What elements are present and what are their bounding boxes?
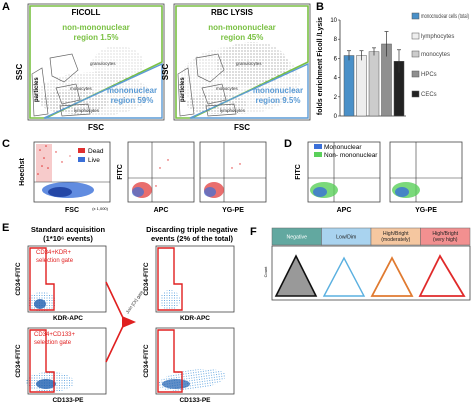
monocytes-label: monocytes bbox=[70, 86, 93, 91]
legend-label: monocytes bbox=[421, 52, 450, 58]
bar bbox=[356, 55, 367, 117]
panel-c-letter: C bbox=[2, 138, 10, 150]
bar bbox=[343, 55, 355, 117]
panel-a-left-ylabel: SSC bbox=[15, 64, 24, 81]
panel-a-left-xlabel: FSC bbox=[88, 123, 104, 132]
panel-b-letter: B bbox=[316, 1, 324, 13]
lymphocytes-label: lymphocytes bbox=[74, 108, 100, 113]
panel-c-plot1-xlabel: FSC bbox=[65, 207, 79, 214]
panel-e-right-subtitle: events (2% of the total) bbox=[151, 234, 234, 243]
panel-e-ylabel-bottom: CD34-FITC bbox=[15, 344, 22, 378]
panel-c-plot2-xlabel: APC bbox=[154, 207, 169, 214]
panel-f-ylabel: Count bbox=[263, 266, 268, 278]
panel-e-right-title: Discarding triple negative bbox=[146, 225, 238, 234]
legend-label: HPCs bbox=[421, 72, 437, 78]
histogram-header-label: Low/Dim bbox=[336, 235, 356, 241]
monocytes-label: monocytes bbox=[216, 86, 239, 91]
panel-e-plots: Standard acquisition (1*10⁶ events) Disc… bbox=[15, 225, 238, 404]
panel-c-plot3-xlabel: YG-PE bbox=[222, 207, 244, 214]
granulocytes-label: granulocytes bbox=[90, 61, 116, 66]
panel-c-plot1-ylabel: Hoechst bbox=[19, 158, 26, 186]
panel-b-ylabel: folds enrichment Ficoll /Lysis bbox=[317, 17, 324, 115]
y-tick-label: 6 bbox=[334, 56, 338, 62]
panel-c-plot2-ylabel: FITC bbox=[117, 164, 124, 180]
panel-c-plot1-xmax: (x 1,000) bbox=[92, 206, 108, 211]
panel-e-xlabel-top-right: KDR-APC bbox=[180, 315, 210, 322]
legend-swatch bbox=[411, 70, 420, 78]
panel-f-letter: F bbox=[250, 226, 257, 238]
panel-d-letter: D bbox=[284, 138, 292, 150]
panel-a-left-mono: mononuclear bbox=[107, 86, 157, 95]
panel-e-ylabel-top: CD34-FITC bbox=[15, 262, 22, 296]
particles-label: particles bbox=[180, 77, 186, 102]
panel-a-left-mono-pct: region 59% bbox=[111, 96, 154, 105]
y-tick-label: 0 bbox=[334, 114, 338, 120]
panel-a-right-ylabel: SSC bbox=[161, 64, 170, 81]
mono-gate bbox=[43, 62, 163, 119]
legend-label: monocnuclear cells (total) bbox=[421, 14, 469, 20]
histogram-header bbox=[420, 227, 471, 246]
panel-a-right-mono: mononuclear bbox=[253, 86, 303, 95]
panel-b-chart: folds enrichment Ficoll /Lysis 0 2 4 6 8 10 m… bbox=[317, 12, 469, 120]
legend-mononuclear: Mononuclear bbox=[324, 144, 362, 151]
histogram-header-label: Negative bbox=[287, 235, 308, 241]
panel-a-right-nonmono: non-mononuclear bbox=[208, 23, 276, 32]
legend-label: CECs bbox=[421, 92, 437, 98]
panel-e-left-title: Standard acquisition bbox=[31, 225, 106, 234]
panel-a-left-plot: FICOLL non-mononuclear region 1.5% monon… bbox=[15, 3, 165, 132]
panel-a-letter: A bbox=[2, 1, 10, 13]
lymphocytes-label: lymphocytes bbox=[220, 108, 246, 113]
panel-a-right-mono-pct: region 9.5% bbox=[256, 96, 301, 105]
y-tick-label: 8 bbox=[334, 37, 338, 43]
legend-swatch bbox=[411, 50, 420, 58]
legend-dead: Dead bbox=[88, 148, 104, 155]
histogram-header-label: High/Bright (very high) bbox=[432, 231, 458, 243]
y-tick-label: 4 bbox=[334, 76, 338, 82]
panel-d-plot2-xlabel: YG-PE bbox=[415, 207, 437, 214]
panel-a-left-nonmono-pct: region 1.5% bbox=[74, 33, 119, 42]
panel-a-right-title: RBC LYSIS bbox=[211, 8, 254, 17]
bar bbox=[368, 51, 380, 117]
panel-a-left-title: FICOLL bbox=[72, 8, 101, 17]
legend-non-mononuclear: Non- mononuclear bbox=[324, 152, 378, 159]
legend-swatch bbox=[411, 12, 420, 20]
y-tick-label: 2 bbox=[334, 95, 338, 101]
join-gate-label: Join [Or] gate bbox=[125, 289, 145, 314]
panel-a-left-nonmono: non-mononuclear bbox=[62, 23, 130, 32]
legend-swatch bbox=[411, 90, 420, 98]
panel-e-xlabel-top-left: KDR-APC bbox=[53, 315, 83, 322]
particles-label: particles bbox=[34, 77, 40, 102]
gate2-label: CD34+CD133+ bbox=[34, 332, 76, 338]
granulocytes-label: granulocytes bbox=[236, 61, 262, 66]
panel-e-ylabel-top-right: CD34-FITC bbox=[143, 262, 150, 296]
panel-a-right-plot: RBC LYSIS non-mononuclear region 45% mon… bbox=[161, 3, 311, 132]
panel-a-right-nonmono-pct: region 45% bbox=[221, 33, 264, 42]
panel-d-plots: Mononuclear Non- mononuclear FITC APC YG… bbox=[295, 141, 463, 214]
panel-c-plots: Hoechst FSC (x 1,000) Dead Live FITC APC… bbox=[19, 141, 267, 214]
histogram-header-label: High/Bright (moderately) bbox=[381, 231, 410, 243]
gate1-label: CD34+KDR+ bbox=[36, 250, 72, 256]
legend-swatch bbox=[411, 32, 420, 40]
panel-e-xlabel-bottom-left: CD133-PE bbox=[52, 397, 84, 404]
panel-e-xlabel-bottom-right: CD133-PE bbox=[179, 397, 211, 404]
panel-d-plot1-xlabel: APC bbox=[337, 207, 352, 214]
panel-f-histograms: Negative Low/Dim High/Bright (moderately) Hi… bbox=[263, 227, 471, 301]
legend-label: lymphocytes bbox=[421, 34, 454, 40]
legend-live: Live bbox=[88, 157, 100, 164]
panel-d-plot1-ylabel: FITC bbox=[295, 164, 302, 180]
gate1b-label: selection gate bbox=[36, 258, 74, 264]
y-tick-label: 10 bbox=[330, 18, 337, 24]
gate2b-label: selection gate bbox=[34, 340, 72, 346]
panel-e-left-subtitle: (1*10⁶ events) bbox=[43, 234, 93, 243]
panel-e-letter: E bbox=[2, 222, 10, 234]
panel-e-ylabel-bottom-right: CD34-FITC bbox=[143, 344, 150, 378]
panel-a-right-xlabel: FSC bbox=[234, 123, 250, 132]
